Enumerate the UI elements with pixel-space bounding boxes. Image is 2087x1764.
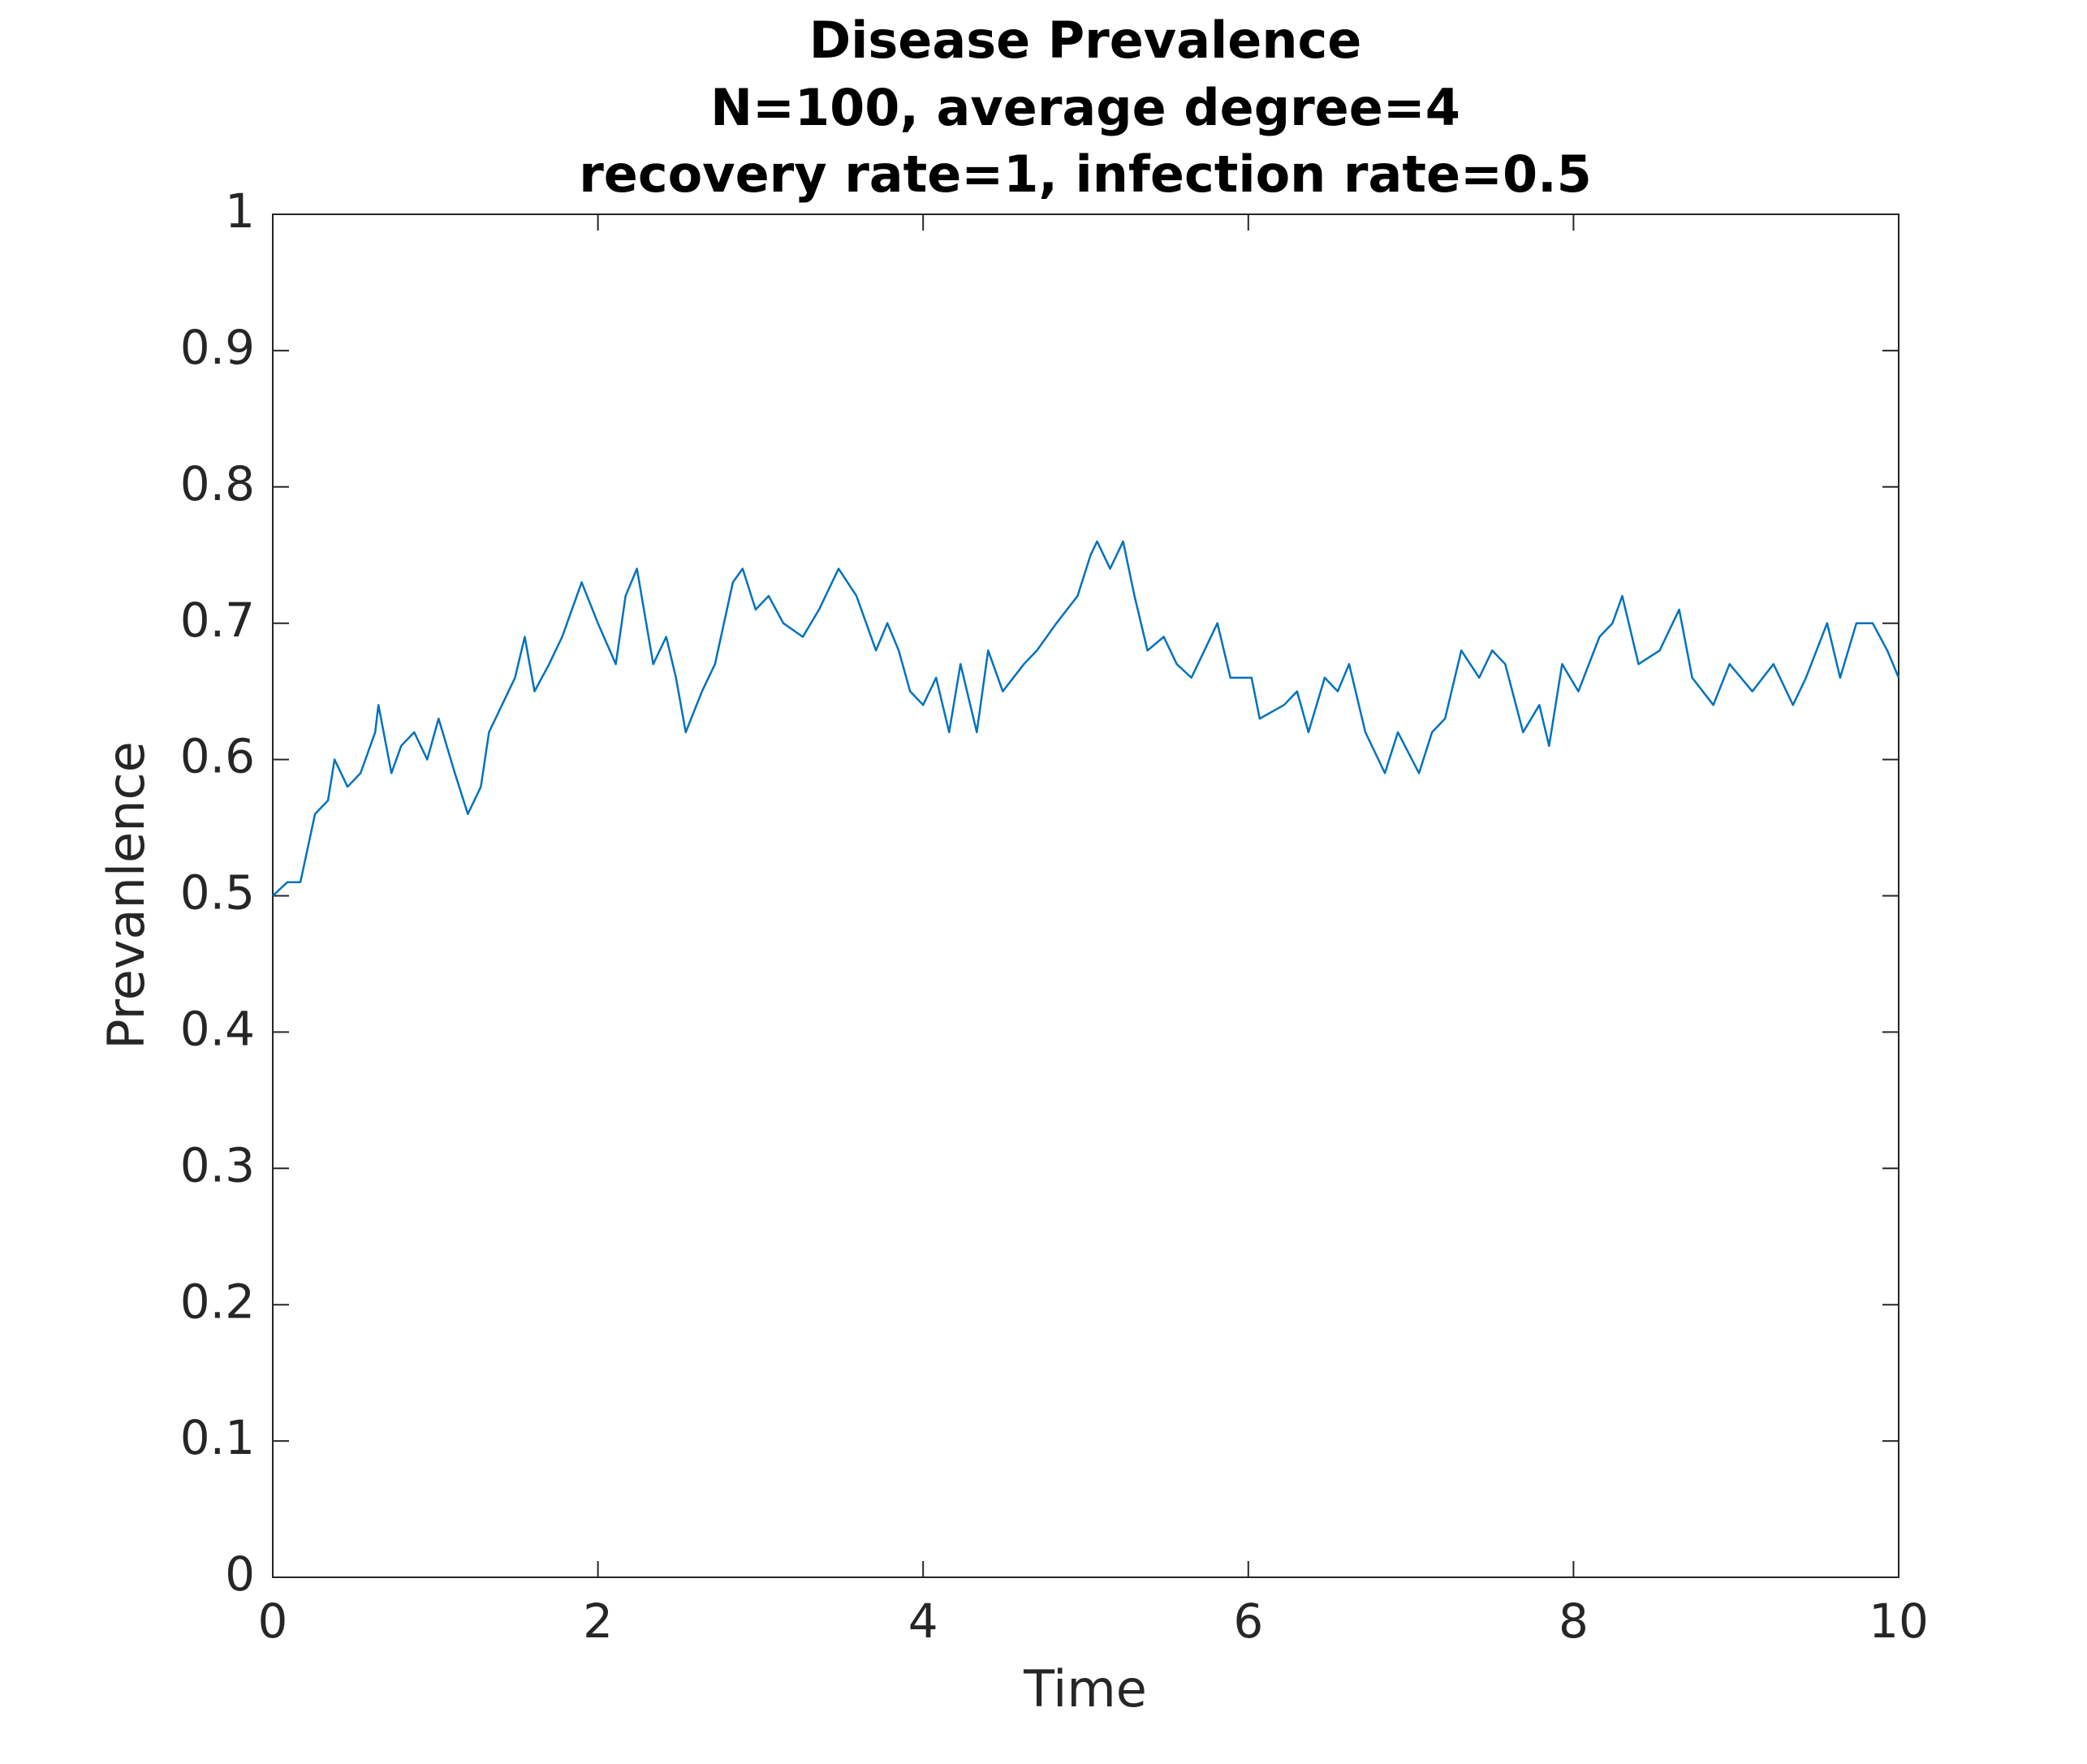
x-tick-label: 4 (908, 1594, 938, 1649)
x-tick-label: 2 (583, 1594, 613, 1649)
y-tick-label: 0.4 (180, 1002, 255, 1057)
chart-title: Disease Prevalence (809, 11, 1362, 70)
x-tick-label: 0 (258, 1594, 288, 1649)
chart-subtitle: N=100, average degree=4 (710, 78, 1460, 137)
x-tick-label: 8 (1559, 1594, 1589, 1649)
chart-subtitle: recovery rate=1, infection rate=0.5 (579, 144, 1592, 204)
y-tick-label: 0.3 (180, 1137, 255, 1193)
y-tick-label: 0.7 (180, 593, 255, 648)
y-tick-label: 0.1 (180, 1410, 255, 1465)
y-tick-label: 0.9 (180, 320, 255, 375)
y-tick-label: 0.8 (180, 456, 255, 511)
y-axis-label: Prevanlence (97, 741, 156, 1049)
y-tick-label: 1 (225, 183, 255, 239)
x-tick-label: 6 (1233, 1594, 1263, 1649)
y-tick-label: 0.6 (180, 729, 255, 784)
y-tick-label: 0.5 (180, 865, 255, 921)
data-line (272, 540, 1900, 897)
x-tick-label: 10 (1869, 1594, 1929, 1649)
y-tick-label: 0 (225, 1546, 255, 1602)
y-tick-label: 0.2 (180, 1274, 255, 1329)
x-axis-label: Time (1023, 1659, 1147, 1719)
